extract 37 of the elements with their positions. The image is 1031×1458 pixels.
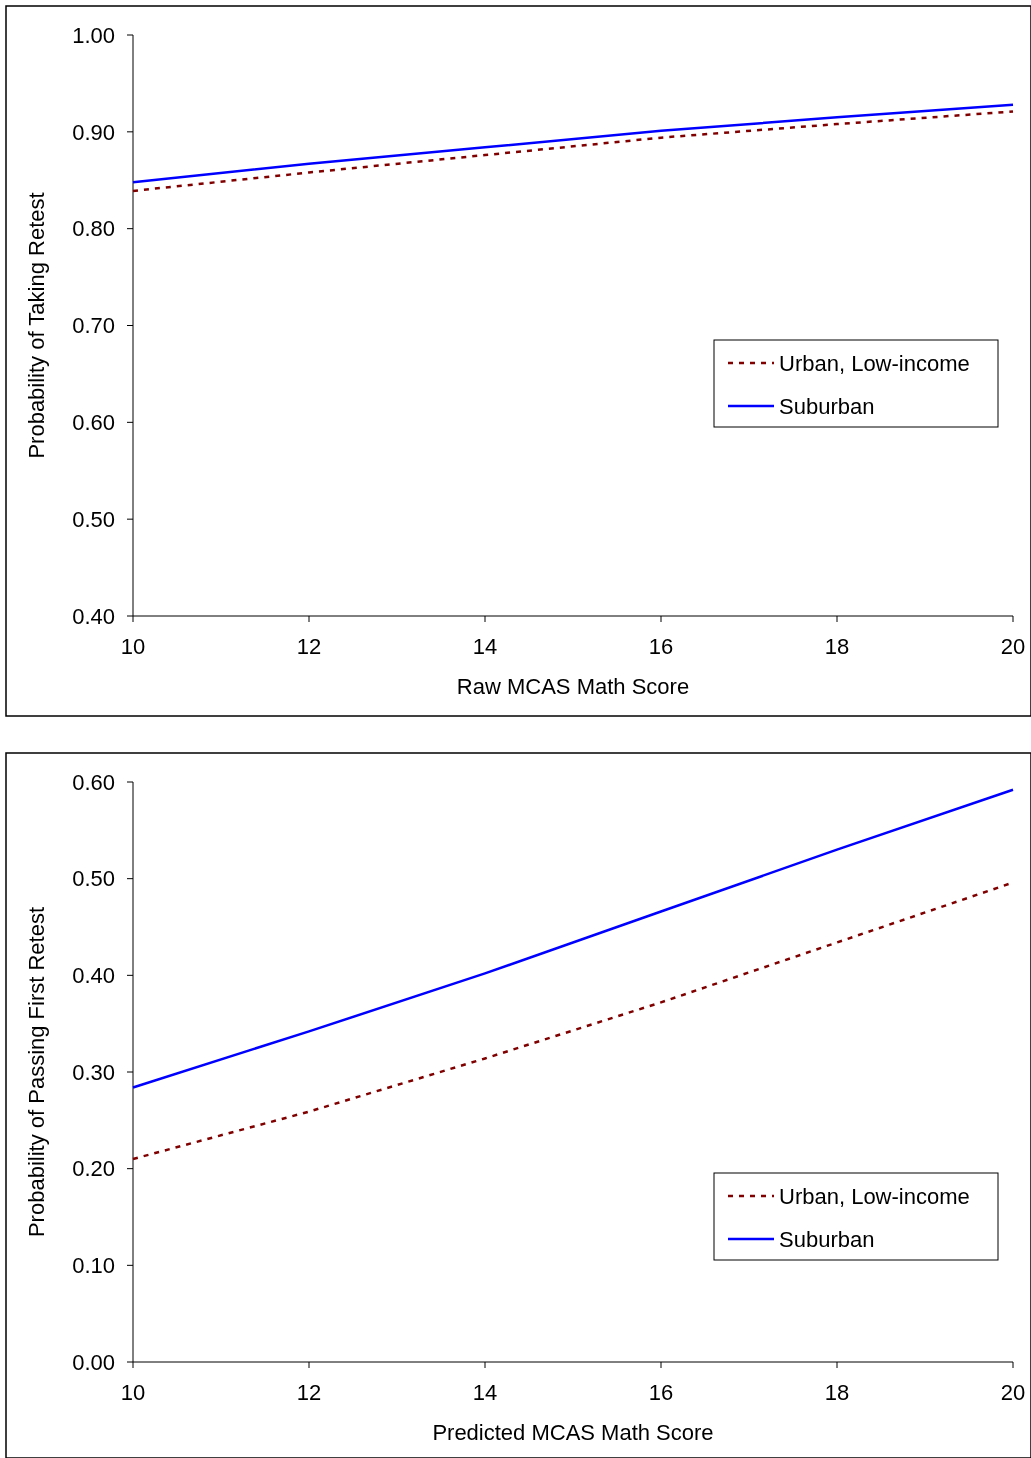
x-tick-label: 18 (824, 634, 850, 659)
legend-label: Suburban (779, 393, 875, 419)
y-tick-label: 0.60 (72, 769, 115, 795)
x-tick-label: 18 (824, 1380, 850, 1405)
y-tick-label: 0.80 (72, 216, 115, 242)
y-tick-label: 0.40 (72, 603, 115, 629)
y-tick-label: 0.40 (72, 963, 115, 989)
x-tick-label: 20 (1000, 1380, 1026, 1405)
x-axis-title: Raw MCAS Math Score (456, 674, 690, 699)
y-tick-label: 0.60 (72, 410, 115, 436)
x-tick-label: 12 (296, 634, 322, 659)
y-tick-label: 1.00 (72, 22, 115, 48)
x-tick-label: 16 (648, 634, 674, 659)
legend-label: Urban, Low-income (779, 350, 970, 376)
line-series (131, 788, 1015, 1089)
y-tick-label: 0.70 (72, 313, 115, 339)
legend-label: Urban, Low-income (779, 1183, 970, 1209)
x-tick-label: 16 (648, 1380, 674, 1405)
legend-label: Suburban (779, 1226, 875, 1252)
y-tick-label: 0.00 (72, 1349, 115, 1375)
y-tick-label: 0.20 (72, 1156, 115, 1182)
x-tick-label: 10 (120, 634, 146, 659)
x-tick-label: 14 (472, 634, 498, 659)
x-tick-label: 10 (120, 1380, 146, 1405)
y-axis-title: Probability of Taking Retest (24, 192, 49, 459)
x-axis-title: Predicted MCAS Math Score (432, 1420, 714, 1445)
y-axis-title: Probability of Passing First Retest (24, 906, 49, 1238)
y-tick-label: 0.10 (72, 1253, 115, 1279)
x-tick-label: 14 (472, 1380, 498, 1405)
y-tick-label: 0.50 (72, 506, 115, 532)
x-tick-label: 20 (1000, 634, 1026, 659)
y-tick-label: 0.90 (72, 119, 115, 145)
y-tick-label: 0.50 (72, 866, 115, 892)
line-series (131, 110, 1015, 193)
x-tick-label: 12 (296, 1380, 322, 1405)
line-series (131, 103, 1015, 184)
y-tick-label: 0.30 (72, 1059, 115, 1085)
